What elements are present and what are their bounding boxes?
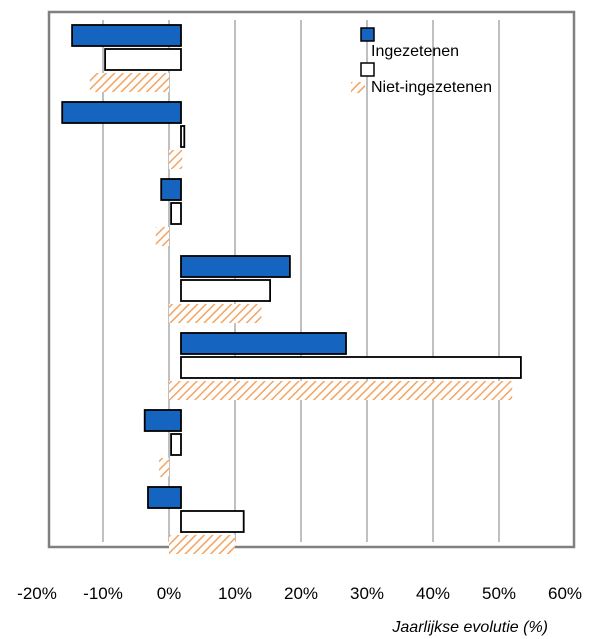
bar-solid-6 (143, 409, 182, 432)
x-tick-label: 60% (548, 584, 582, 603)
bar-solid-4 (180, 255, 291, 278)
bar-outline-2 (180, 125, 186, 148)
chart-frame (47, 10, 576, 549)
bars (61, 24, 522, 554)
legend-swatch-niet-ingezetenen (360, 62, 375, 77)
x-tick-label: -10% (83, 584, 123, 603)
legend-label-ingezetenen: Ingezetenen (371, 43, 459, 60)
bar-hatched-4 (169, 304, 262, 323)
x-axis-title: Jaarlijkse evolutie (%) (391, 619, 548, 636)
bar-solid-1 (71, 24, 182, 47)
bar-hatched-1 (89, 73, 169, 92)
bar-solid-3 (160, 178, 182, 201)
bar-hatched-5 (169, 381, 513, 400)
bar-outline-4 (180, 279, 271, 302)
legend-swatch-ingezetenen (360, 27, 375, 42)
bar-hatched-7 (169, 535, 235, 554)
legend-label-niet-ingezetenen: Niet-ingezetenen (371, 79, 492, 96)
bar-solid-5 (180, 332, 347, 355)
bar-hatched-3 (155, 227, 169, 246)
bar-outline-6 (170, 433, 182, 456)
bar-outline-1 (104, 48, 182, 71)
x-tick-label: 50% (482, 584, 516, 603)
x-tick-label: 0% (157, 584, 182, 603)
bar-outline-7 (180, 510, 245, 533)
bar-hatched-2 (169, 150, 183, 169)
bar-outline-5 (180, 356, 522, 379)
x-tick-labels: -20% -10% 0% 10% 20% 30% 40% 50% 60% (17, 584, 582, 603)
bar-solid-2 (61, 101, 182, 124)
bar-solid-7 (147, 486, 182, 509)
x-tick-label: 10% (218, 584, 252, 603)
bar-outline-3 (170, 202, 182, 225)
x-tick-label: 30% (350, 584, 384, 603)
x-tick-label: 40% (416, 584, 450, 603)
bar-hatched-6 (159, 458, 169, 477)
x-tick-label: -20% (17, 584, 57, 603)
legend: Ingezetenen Niet-ingezetenen (351, 27, 492, 96)
x-tick-label: 20% (284, 584, 318, 603)
legend-swatch-hatched (351, 82, 365, 93)
